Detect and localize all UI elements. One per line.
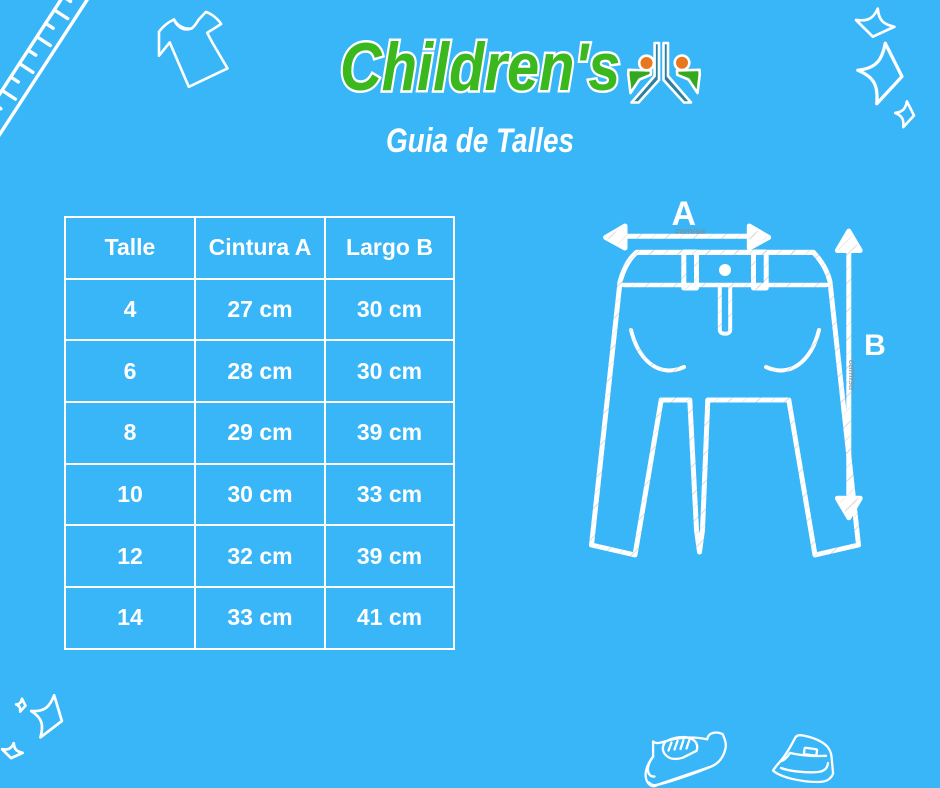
svg-text:camisa: camisa — [675, 226, 706, 236]
svg-text:camisa: camisa — [847, 360, 857, 391]
svg-text:B: B — [864, 329, 886, 362]
